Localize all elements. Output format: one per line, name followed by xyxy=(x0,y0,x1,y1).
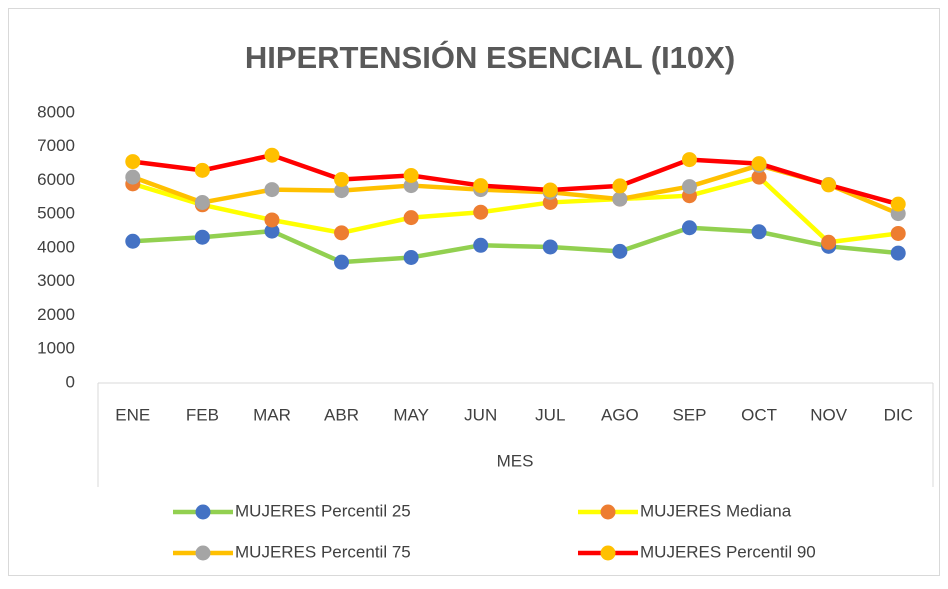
marker xyxy=(194,229,210,245)
marker xyxy=(334,225,350,241)
x-tick-label: AGO xyxy=(601,405,639,424)
x-tick-label: OCT xyxy=(741,405,777,424)
legend-label: MUJERES Percentil 25 xyxy=(235,501,411,520)
marker xyxy=(334,183,350,199)
marker xyxy=(194,194,210,210)
y-tick-label: 8000 xyxy=(37,102,75,121)
marker xyxy=(890,225,906,241)
chart-title: HIPERTENSIÓN ESENCIAL (I10X) xyxy=(245,39,735,75)
marker xyxy=(751,224,767,240)
legend-marker xyxy=(195,545,211,561)
marker xyxy=(125,154,141,170)
marker xyxy=(334,171,350,187)
series-line xyxy=(132,174,899,245)
x-tick-label: MAR xyxy=(253,405,291,424)
y-tick-label: 7000 xyxy=(37,136,75,155)
x-tick-label: DIC xyxy=(884,405,913,424)
legend-marker xyxy=(195,504,211,520)
marker xyxy=(751,156,767,172)
marker xyxy=(264,212,280,228)
y-tick-label: 2000 xyxy=(37,305,75,324)
series-line xyxy=(132,225,899,265)
marker xyxy=(542,239,558,255)
marker xyxy=(751,169,767,185)
marker xyxy=(681,179,697,195)
marker xyxy=(681,220,697,236)
legend-marker xyxy=(600,545,616,561)
y-tick-label: 3000 xyxy=(37,271,75,290)
legend-label: MUJERES Mediana xyxy=(640,501,792,520)
marker xyxy=(612,243,628,259)
x-tick-label: ENE xyxy=(115,405,150,424)
y-tick-label: 1000 xyxy=(37,339,75,358)
x-tick-label: JUL xyxy=(535,405,565,424)
legend-label: MUJERES Percentil 90 xyxy=(640,542,816,561)
legend-marker xyxy=(600,504,616,520)
marker xyxy=(125,169,141,185)
x-tick-label: ABR xyxy=(324,405,359,424)
marker xyxy=(890,196,906,212)
marker xyxy=(403,249,419,265)
marker xyxy=(264,182,280,198)
x-tick-label: NOV xyxy=(810,405,848,424)
marker xyxy=(264,223,280,239)
marker xyxy=(681,152,697,168)
marker xyxy=(473,178,489,194)
y-tick-label: 5000 xyxy=(37,204,75,223)
marker xyxy=(890,245,906,261)
x-tick-label: SEP xyxy=(672,405,706,424)
marker xyxy=(821,177,837,193)
marker xyxy=(821,234,837,250)
marker xyxy=(403,167,419,183)
x-tick-label: JUN xyxy=(464,405,497,424)
x-tick-label: MAY xyxy=(393,405,429,424)
marker xyxy=(125,233,141,249)
y-tick-label: 0 xyxy=(66,372,75,391)
marker xyxy=(473,204,489,220)
marker xyxy=(194,162,210,178)
y-tick-label: 4000 xyxy=(37,237,75,256)
x-axis-label: MES xyxy=(497,451,534,470)
marker xyxy=(542,182,558,198)
marker xyxy=(264,147,280,163)
y-tick-label: 6000 xyxy=(37,170,75,189)
legend-label: MUJERES Percentil 75 xyxy=(235,542,411,561)
marker xyxy=(473,237,489,253)
chart-border xyxy=(8,8,940,576)
x-tick-label: FEB xyxy=(186,405,219,424)
marker xyxy=(334,254,350,270)
marker xyxy=(612,178,628,194)
marker xyxy=(403,210,419,226)
marker xyxy=(612,191,628,207)
series-line xyxy=(132,152,899,207)
